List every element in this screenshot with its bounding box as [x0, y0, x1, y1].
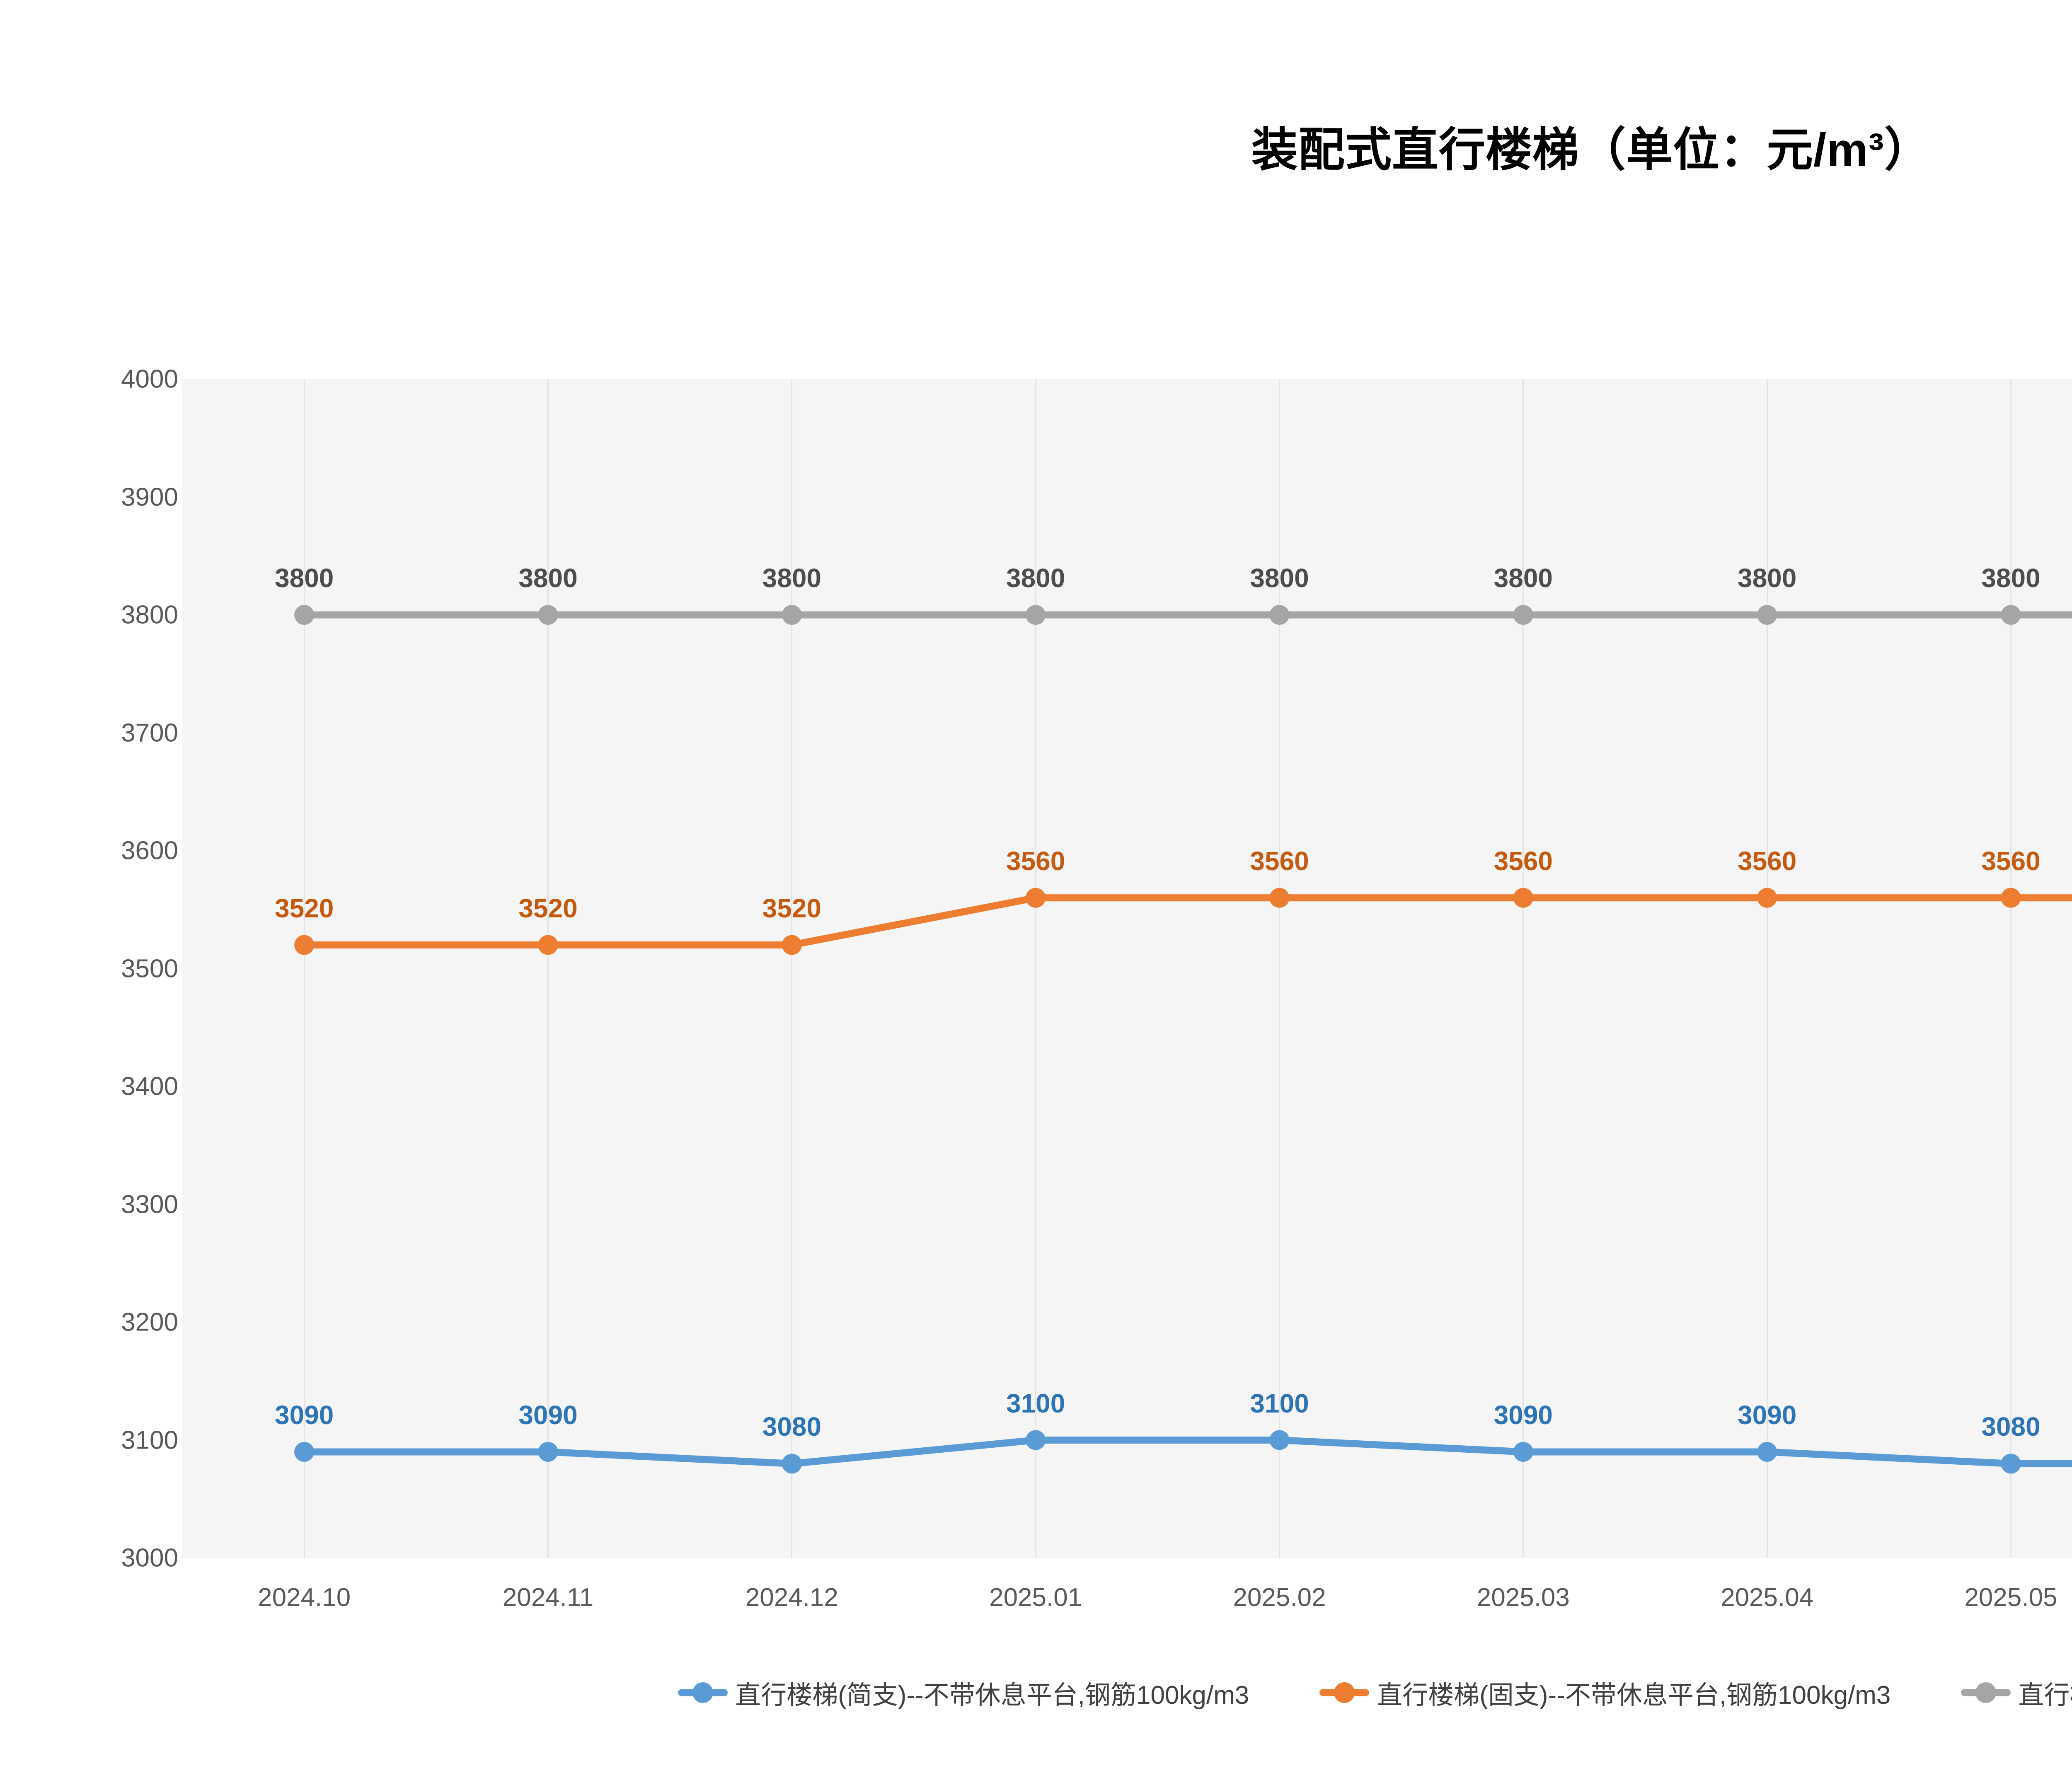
data-label: 3080 — [762, 1412, 822, 1442]
legend-item-3[interactable]: 直行楼梯(简支)--带休息平台,钢筋115kg/m3 — [1961, 1674, 2072, 1711]
data-point[interactable] — [1269, 888, 1290, 908]
data-point[interactable] — [2001, 1454, 2021, 1474]
data-label: 3800 — [1981, 563, 2041, 593]
x-axis-tick-label: 2025.05 — [1964, 1583, 2057, 1612]
data-point[interactable] — [1513, 605, 1533, 625]
data-point[interactable] — [2001, 888, 2021, 908]
data-label: 3800 — [1493, 563, 1553, 593]
x-axis-tick-label: 2024.11 — [502, 1583, 594, 1612]
y-axis-tick-label: 4000 — [121, 365, 178, 394]
legend-marker-icon — [1961, 1680, 2011, 1705]
data-label: 3520 — [518, 893, 578, 923]
gridline-vertical — [2010, 379, 2011, 1558]
y-axis-tick-label: 3700 — [121, 718, 178, 747]
data-label: 3560 — [1493, 846, 1553, 876]
x-axis-tick-label: 2025.03 — [1477, 1583, 1570, 1612]
chart-legend: 直行楼梯(简支)--不带休息平台,钢筋100kg/m3 直行楼梯(固支)--不带休… — [0, 1674, 2072, 1711]
data-point[interactable] — [1026, 1430, 1046, 1450]
y-axis-tick-label: 3500 — [121, 954, 178, 983]
y-axis-tick-label: 3000 — [121, 1543, 178, 1572]
y-axis-tick-label: 3900 — [121, 483, 178, 511]
y-axis-tick-label: 3200 — [121, 1308, 178, 1337]
plot-area — [182, 379, 2072, 1558]
data-point[interactable] — [294, 935, 315, 955]
series-1 — [294, 1430, 2072, 1474]
data-label: 3800 — [762, 563, 822, 593]
gridline-vertical — [303, 379, 305, 1558]
data-point[interactable] — [1757, 888, 1777, 908]
legend-marker-icon — [678, 1680, 728, 1705]
x-axis-tick-label: 2024.12 — [745, 1583, 838, 1612]
series-line — [300, 1437, 2072, 1467]
x-axis-tick-label: 2024.10 — [258, 1583, 351, 1612]
gridline-vertical — [1523, 379, 1524, 1558]
data-label: 3100 — [1006, 1388, 1065, 1418]
data-point[interactable] — [2001, 605, 2021, 625]
data-point[interactable] — [782, 935, 802, 955]
data-label: 3560 — [1006, 846, 1065, 876]
gridline-vertical — [1035, 379, 1036, 1558]
y-axis-tick-label: 3800 — [121, 600, 178, 629]
y-axis-tick-label: 3600 — [121, 836, 178, 865]
data-label: 3800 — [518, 563, 578, 593]
gridline-vertical — [547, 379, 549, 1558]
x-axis-tick-label: 2025.01 — [989, 1583, 1082, 1612]
data-point[interactable] — [1026, 888, 1046, 908]
gridline-vertical — [791, 379, 793, 1558]
data-point[interactable] — [1513, 1442, 1533, 1462]
chart-title: 装配式直行楼梯（单位：元/m³） — [1251, 124, 1931, 176]
data-label: 3090 — [518, 1400, 578, 1430]
y-axis-tick-label: 3100 — [121, 1426, 178, 1454]
data-point[interactable] — [294, 1442, 315, 1462]
data-label: 3090 — [1493, 1400, 1553, 1430]
legend-marker-icon — [1319, 1680, 1370, 1705]
legend-label: 直行楼梯(简支)--不带休息平台,钢筋100kg/m3 — [735, 1681, 1249, 1710]
data-label: 3560 — [1250, 846, 1309, 876]
data-label: 3080 — [1981, 1412, 2041, 1442]
y-axis-tick-label: 3300 — [121, 1190, 178, 1219]
data-label: 3560 — [1981, 846, 2041, 876]
data-label: 3520 — [762, 893, 822, 923]
data-label: 3520 — [274, 893, 334, 923]
data-point[interactable] — [538, 1442, 558, 1462]
legend-item-1[interactable]: 直行楼梯(简支)--不带休息平台,钢筋100kg/m3 — [678, 1674, 1249, 1711]
data-point[interactable] — [1269, 1430, 1290, 1450]
data-point[interactable] — [1757, 1442, 1777, 1462]
x-axis-tick-label: 2025.02 — [1233, 1583, 1326, 1612]
data-point[interactable] — [538, 935, 558, 955]
data-point[interactable] — [782, 1454, 802, 1474]
data-label: 3800 — [274, 563, 334, 593]
y-axis-tick-label: 3400 — [121, 1072, 178, 1101]
data-label: 3560 — [1737, 846, 1797, 876]
data-label: 3800 — [1250, 563, 1309, 593]
data-point[interactable] — [1757, 605, 1777, 625]
legend-label: 直行楼梯(固支)--不带休息平台,钢筋100kg/m3 — [1377, 1681, 1891, 1710]
data-point[interactable] — [782, 605, 802, 625]
series-2 — [294, 888, 2072, 955]
data-label: 3800 — [1737, 563, 1797, 593]
gridline-vertical — [1766, 379, 1768, 1558]
legend-label: 直行楼梯(简支)--带休息平台,钢筋115kg/m3 — [2018, 1681, 2072, 1710]
legend-item-2[interactable]: 直行楼梯(固支)--不带休息平台,钢筋100kg/m3 — [1319, 1674, 1890, 1711]
series-3 — [294, 605, 2072, 625]
data-label: 3100 — [1250, 1388, 1309, 1418]
data-label: 3090 — [274, 1400, 334, 1430]
data-point[interactable] — [538, 605, 558, 625]
data-point[interactable] — [1269, 605, 1290, 625]
x-axis-tick-label: 2025.04 — [1721, 1583, 1814, 1612]
data-point[interactable] — [294, 605, 315, 625]
data-label: 3800 — [1006, 563, 1065, 593]
gridline-vertical — [1279, 379, 1280, 1558]
data-point[interactable] — [1513, 888, 1533, 908]
series-line — [300, 894, 2072, 949]
data-point[interactable] — [1026, 605, 1046, 625]
data-label: 3090 — [1737, 1400, 1797, 1430]
